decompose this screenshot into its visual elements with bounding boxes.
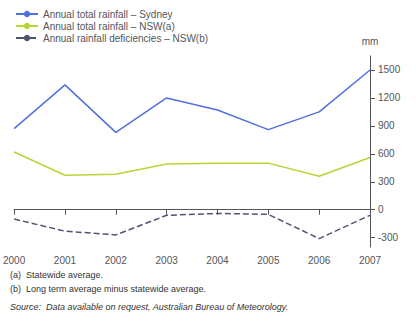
svg-text:Annual total rainfall – NSW(a): Annual total rainfall – NSW(a) [43, 21, 175, 32]
svg-text:2003: 2003 [156, 255, 179, 266]
svg-text:1500: 1500 [378, 64, 401, 75]
svg-text:(b) Long term average minus s: (b) Long term average minus statewide av… [10, 284, 206, 294]
svg-text:2004: 2004 [206, 255, 229, 266]
svg-text:2002: 2002 [105, 255, 128, 266]
svg-text:mm: mm [362, 36, 379, 47]
svg-text:2006: 2006 [308, 255, 331, 266]
svg-text:0: 0 [378, 204, 384, 215]
svg-text:Annual total rainfall – Sydney: Annual total rainfall – Sydney [43, 9, 173, 20]
svg-text:Annual rainfall deficiencies –: Annual rainfall deficiencies – NSW(b) [43, 33, 208, 44]
svg-text:1200: 1200 [378, 92, 401, 103]
svg-text:2001: 2001 [54, 255, 77, 266]
svg-text:2000: 2000 [3, 255, 26, 266]
svg-text:Source: Data available on req: Source: Data available on request, Austr… [10, 302, 288, 312]
svg-text:300: 300 [378, 176, 395, 187]
svg-text:2007: 2007 [359, 255, 382, 266]
svg-text:600: 600 [378, 148, 395, 159]
svg-text:(a) Statewide average.: (a) Statewide average. [10, 270, 103, 280]
svg-text:900: 900 [378, 120, 395, 131]
svg-text:-300: -300 [378, 232, 398, 243]
svg-text:2005: 2005 [257, 255, 280, 266]
